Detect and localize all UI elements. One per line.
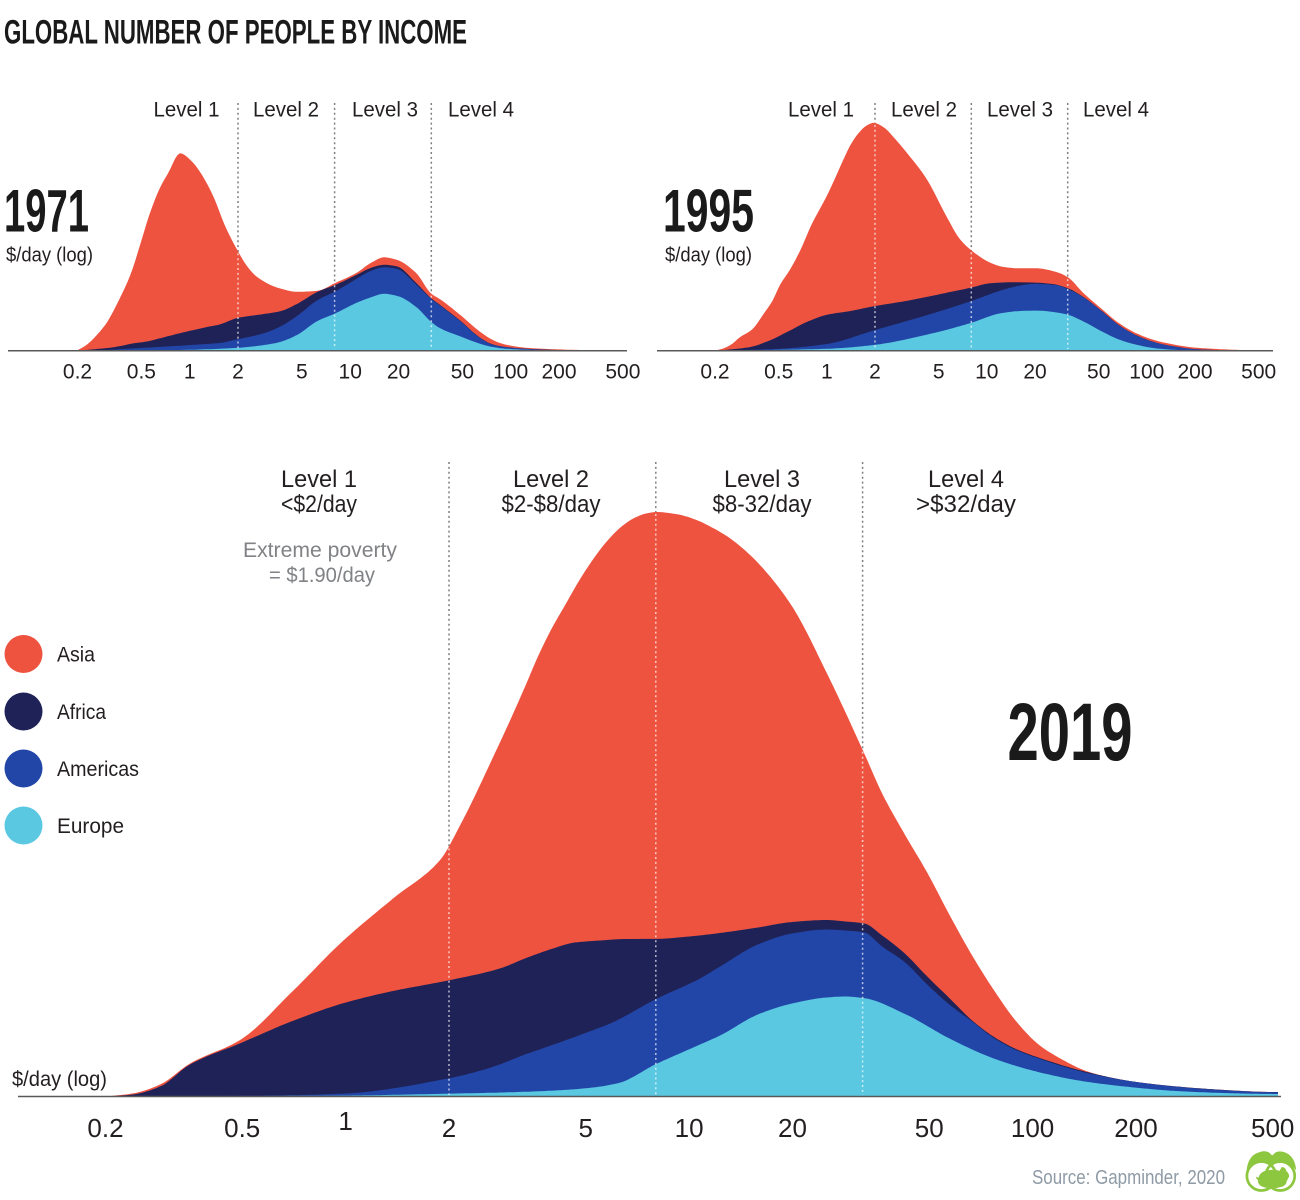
- svg-text:0.2: 0.2: [87, 1113, 123, 1143]
- svg-text:$/day (log): $/day (log): [12, 1068, 107, 1091]
- svg-text:Asia: Asia: [57, 644, 95, 667]
- svg-text:500: 500: [605, 360, 640, 383]
- svg-text:Level 3: Level 3: [352, 99, 418, 122]
- svg-text:2019: 2019: [1008, 687, 1133, 778]
- svg-text:50: 50: [1087, 360, 1110, 383]
- svg-text:$/day (log): $/day (log): [665, 244, 752, 267]
- svg-text:0.5: 0.5: [224, 1113, 260, 1143]
- svg-text:= $1.90/day: = $1.90/day: [269, 564, 375, 587]
- svg-text:1: 1: [338, 1106, 352, 1136]
- svg-text:1: 1: [821, 360, 833, 383]
- svg-text:Level 2: Level 2: [891, 99, 957, 122]
- svg-text:20: 20: [387, 360, 410, 383]
- svg-text:100: 100: [493, 360, 528, 383]
- svg-text:5: 5: [296, 360, 308, 383]
- svg-text:Extreme poverty: Extreme poverty: [243, 539, 397, 562]
- svg-text:20: 20: [778, 1113, 807, 1143]
- svg-text:Level 4: Level 4: [1083, 99, 1149, 122]
- svg-text:<$2/day: <$2/day: [281, 491, 357, 518]
- svg-text:5: 5: [933, 360, 945, 383]
- svg-text:1971: 1971: [4, 178, 89, 245]
- svg-text:0.5: 0.5: [127, 360, 156, 383]
- svg-text:Africa: Africa: [57, 701, 106, 724]
- svg-text:100: 100: [1011, 1113, 1054, 1143]
- svg-text:0.2: 0.2: [63, 360, 92, 383]
- svg-text:5: 5: [578, 1113, 592, 1143]
- svg-text:Level 2: Level 2: [513, 466, 589, 493]
- svg-text:Level 4: Level 4: [448, 99, 514, 122]
- svg-text:Europe: Europe: [57, 815, 124, 838]
- svg-text:50: 50: [915, 1113, 944, 1143]
- svg-text:10: 10: [975, 360, 998, 383]
- svg-text:Level 1: Level 1: [281, 466, 357, 493]
- svg-text:Level 3: Level 3: [987, 99, 1053, 122]
- svg-text:2: 2: [869, 360, 881, 383]
- svg-text:1: 1: [184, 360, 196, 383]
- svg-text:$8-32/day: $8-32/day: [713, 491, 812, 518]
- svg-text:0.5: 0.5: [764, 360, 793, 383]
- svg-text:20: 20: [1023, 360, 1046, 383]
- svg-text:Level 3: Level 3: [724, 466, 800, 493]
- svg-text:>$32/day: >$32/day: [916, 491, 1016, 518]
- svg-text:GLOBAL NUMBER OF PEOPLE BY INC: GLOBAL NUMBER OF PEOPLE BY INCOME: [4, 14, 467, 52]
- svg-text:50: 50: [451, 360, 474, 383]
- svg-text:Level 2: Level 2: [253, 99, 319, 122]
- svg-text:Level 4: Level 4: [928, 466, 1004, 493]
- svg-text:2: 2: [442, 1113, 456, 1143]
- svg-text:$/day (log): $/day (log): [6, 244, 93, 267]
- svg-text:Source: Gapminder, 2020: Source: Gapminder, 2020: [1032, 1167, 1225, 1189]
- svg-text:100: 100: [1129, 360, 1164, 383]
- svg-text:200: 200: [1114, 1113, 1157, 1143]
- svg-text:Americas: Americas: [57, 758, 139, 781]
- svg-text:500: 500: [1251, 1113, 1294, 1143]
- svg-text:10: 10: [675, 1113, 704, 1143]
- svg-text:Level 1: Level 1: [788, 99, 854, 122]
- svg-text:200: 200: [541, 360, 576, 383]
- svg-text:1995: 1995: [663, 178, 754, 245]
- svg-text:0.2: 0.2: [700, 360, 729, 383]
- svg-text:10: 10: [339, 360, 362, 383]
- svg-text:500: 500: [1241, 360, 1276, 383]
- svg-text:200: 200: [1177, 360, 1212, 383]
- svg-text:2: 2: [232, 360, 244, 383]
- svg-text:Level 1: Level 1: [154, 99, 220, 122]
- svg-text:$2-$8/day: $2-$8/day: [502, 491, 601, 518]
